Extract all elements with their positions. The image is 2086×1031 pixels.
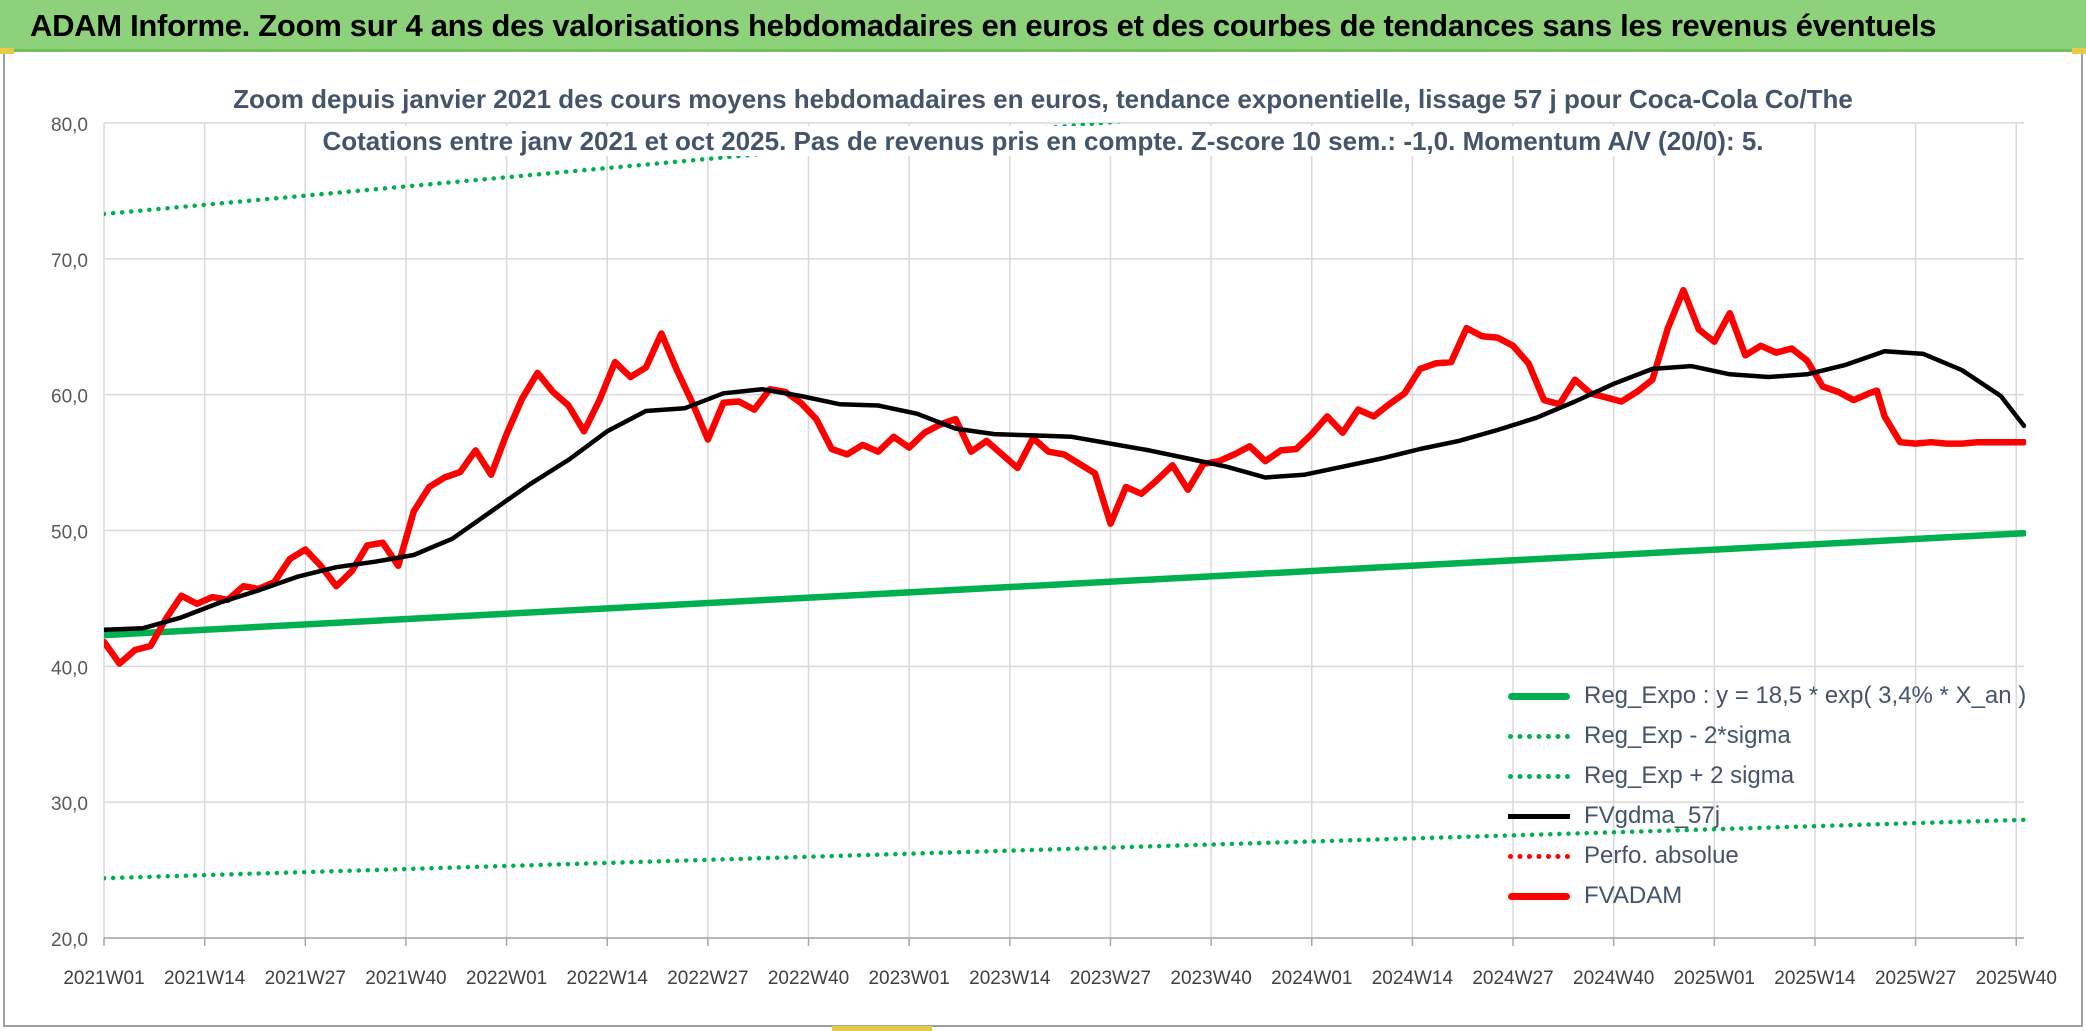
- series-line-1: [104, 817, 2026, 881]
- chart-legend: Reg_Expo : y = 18,5 * exp( 3,4% * X_an )…: [1508, 676, 2026, 916]
- corner-accent-left: [0, 48, 14, 54]
- x-tick-label: 2023W01: [868, 968, 949, 989]
- y-tick-label: 70,0: [51, 251, 88, 272]
- y-tick-label: 40,0: [51, 658, 88, 679]
- chart-frame: [3, 54, 2083, 1027]
- y-axis-ticks: 80,0 70,0 60,0 50,0 40,0 30,0 20,0: [51, 115, 88, 951]
- x-tick-label: 2025W40: [1976, 968, 2057, 989]
- y-tick-label: 20,0: [51, 930, 88, 951]
- legend-label: Reg_Exp + 2 sigma: [1584, 762, 1795, 789]
- legend-label: Reg_Expo : y = 18,5 * exp( 3,4% * X_an ): [1584, 682, 2027, 709]
- legend-item: FVADAM: [1508, 876, 2026, 916]
- page-title: ADAM Informe. Zoom sur 4 ans des valoris…: [30, 8, 1937, 43]
- series-line-3: [104, 348, 2026, 632]
- legend-item: Reg_Expo : y = 18,5 * exp( 3,4% * X_an ): [1508, 676, 2026, 716]
- y-tick-label: 50,0: [51, 523, 88, 544]
- bottom-accent: [832, 1026, 932, 1031]
- x-tick-label: 2022W14: [567, 968, 649, 989]
- x-tick-label: 2021W27: [265, 968, 346, 989]
- x-tick-label: 2023W14: [969, 968, 1051, 989]
- x-tick-label: 2024W01: [1271, 968, 1352, 989]
- grid-lines: [103, 122, 2024, 946]
- x-tick-label: 2025W01: [1674, 968, 1755, 989]
- x-tick-label: 2021W01: [63, 968, 144, 989]
- header-banner: ADAM Informe. Zoom sur 4 ans des valoris…: [0, 0, 2086, 52]
- x-tick-label: 2024W40: [1573, 968, 1654, 989]
- legend-swatch: [1508, 692, 1570, 700]
- y-tick-label: 60,0: [51, 387, 88, 408]
- x-tick-label: 2025W14: [1774, 968, 1856, 989]
- x-tick-label: 2025W27: [1875, 968, 1956, 989]
- x-tick-label: 2023W40: [1170, 968, 1251, 989]
- legend-label: FVgdma_57j: [1584, 802, 1721, 829]
- legend-swatch: [1508, 733, 1570, 739]
- x-axis-ticks: 2021W01 2021W14 2021W27 2021W40 2022W01 2022W…: [63, 968, 2057, 989]
- x-tick-label: 2021W14: [164, 968, 246, 989]
- legend-item: Reg_Exp - 2*sigma: [1508, 716, 2026, 756]
- y-tick-label: 30,0: [51, 794, 88, 815]
- y-tick-label: 80,0: [51, 115, 88, 136]
- legend-swatch: [1508, 773, 1570, 779]
- x-tick-label: 2022W27: [667, 968, 748, 989]
- legend-item: Reg_Exp + 2 sigma: [1508, 756, 2026, 796]
- x-tick-label: 2024W27: [1472, 968, 1553, 989]
- legend-item: Perfo. absolue: [1508, 836, 2026, 876]
- legend-label: Reg_Exp - 2*sigma: [1584, 722, 1791, 749]
- legend-swatch: [1508, 892, 1570, 900]
- legend-item: FVgdma_57j: [1508, 796, 2026, 836]
- legend-swatch: [1508, 813, 1570, 819]
- x-tick-label: 2022W01: [466, 968, 547, 989]
- legend-label: FVADAM: [1584, 882, 1683, 909]
- legend-swatch: [1508, 853, 1570, 859]
- legend-label: Perfo. absolue: [1584, 842, 1739, 869]
- x-tick-label: 2021W40: [365, 968, 446, 989]
- x-tick-label: 2024W14: [1372, 968, 1454, 989]
- series-line-2: [104, 123, 1127, 217]
- series-line-0: [104, 529, 2026, 639]
- x-tick-label: 2023W27: [1070, 968, 1151, 989]
- x-tick-label: 2022W40: [768, 968, 849, 989]
- corner-accent-right: [2072, 48, 2086, 54]
- series-line-5: [104, 286, 2026, 667]
